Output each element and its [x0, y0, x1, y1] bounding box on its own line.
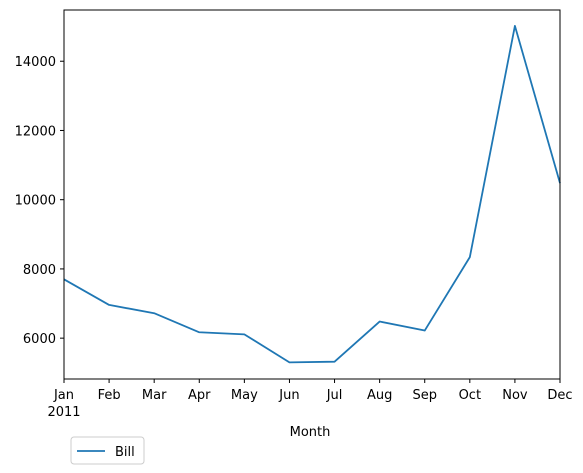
series-line-bill: [63, 25, 561, 364]
x-tick-label: Sep: [412, 388, 437, 403]
x-tick-label: Jul: [326, 388, 343, 403]
x-tick-label: Jun: [278, 388, 299, 403]
legend: Bill: [70, 436, 145, 465]
x-tick-label: Nov: [502, 388, 528, 403]
x-tick-label: Apr: [188, 388, 211, 403]
x-tick-label: Feb: [98, 388, 121, 403]
y-tick-label: 14000: [15, 55, 56, 70]
x-tick-label: Mar: [142, 388, 167, 403]
x-tick-label: Dec: [547, 388, 572, 403]
x-tick-label: Jan: [53, 388, 74, 403]
x-tick-label: May: [231, 388, 258, 403]
y-tick-label: 6000: [23, 332, 56, 347]
y-tick-label: 8000: [23, 263, 56, 278]
series-layer: [63, 25, 561, 364]
y-tick-label: 10000: [15, 194, 56, 209]
y-tick-label: 12000: [15, 124, 56, 139]
y-axis-ticks: 6000 8000 10000 12000 14000: [15, 55, 64, 347]
x-year-label: 2011: [47, 405, 80, 420]
plot-frame: [63, 9, 561, 380]
x-axis-label: Month: [290, 425, 331, 440]
x-axis-ticks: Jan Feb Mar Apr May Jun Jul Aug Sep Oct Nov Dec: [53, 379, 573, 403]
legend-label-bill: Bill: [115, 445, 135, 460]
x-tick-label: Aug: [367, 388, 392, 403]
x-tick-label: Oct: [459, 388, 481, 403]
legend-box: [70, 436, 145, 465]
